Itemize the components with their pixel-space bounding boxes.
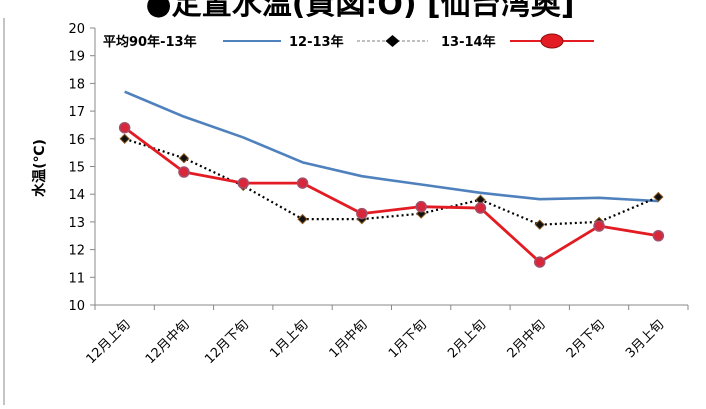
y-tick-label: 12 bbox=[68, 244, 85, 259]
series-point-2 bbox=[297, 213, 308, 225]
series-point-3 bbox=[237, 177, 249, 189]
series-point-2 bbox=[534, 219, 545, 230]
x-tick-label: 2月中旬 bbox=[505, 317, 549, 361]
x-tick-label: 12月上旬 bbox=[84, 317, 134, 367]
x-ticks: 12月上旬 12月中旬 12月下旬 1月上旬 1月中旬 1月下旬 2月上旬 2月中旬 2月下旬 3… bbox=[84, 305, 689, 367]
x-tick-label: 2月上旬 bbox=[445, 317, 489, 361]
y-tick-label: 19 bbox=[68, 50, 85, 65]
y-tick-label: 11 bbox=[68, 271, 85, 286]
y-tick-label: 20 bbox=[68, 22, 85, 37]
series-point-3 bbox=[118, 121, 131, 134]
legend-marker-3 bbox=[540, 33, 564, 49]
series-point-3 bbox=[178, 166, 190, 178]
y-tick-label: 16 bbox=[68, 133, 85, 148]
series-point-3 bbox=[593, 220, 605, 232]
x-tick-label: 1月中旬 bbox=[327, 317, 371, 361]
legend: 平均90年-13年 12-13年 13-14年 bbox=[103, 33, 594, 50]
x-tick-label: 1月上旬 bbox=[267, 317, 311, 361]
y-tick-label: 15 bbox=[68, 161, 85, 176]
series-point-3 bbox=[356, 207, 368, 220]
y-tick-label: 17 bbox=[68, 105, 85, 120]
series-line-2 bbox=[124, 137, 659, 226]
series-layer bbox=[118, 90, 665, 268]
series-point-3 bbox=[296, 177, 309, 189]
legend-label-1: 平均90年-13年 bbox=[103, 34, 197, 50]
series-line-3 bbox=[123, 126, 659, 264]
series-point-3 bbox=[415, 200, 427, 213]
y-ticks: 10 11 12 13 14 15 16 17 18 19 20 bbox=[68, 22, 95, 314]
chart-title: ●定置水温(資図:O) [仙台湾奥] bbox=[146, 0, 575, 22]
series-point-2 bbox=[178, 152, 190, 164]
series-point-3 bbox=[534, 256, 546, 268]
x-tick-label: 12月下旬 bbox=[202, 317, 252, 367]
x-tick-label: 1月下旬 bbox=[386, 317, 430, 361]
x-tick-label: 3月上旬 bbox=[623, 317, 667, 361]
series-point-2 bbox=[653, 191, 664, 203]
y-tick-label: 14 bbox=[68, 188, 85, 203]
legend-marker-2 bbox=[385, 35, 400, 47]
x-tick-label: 12月中旬 bbox=[143, 317, 193, 367]
legend-label-2: 12-13年 bbox=[289, 34, 344, 50]
series-point-3 bbox=[474, 202, 487, 214]
legend-label-3: 13-14年 bbox=[441, 34, 496, 50]
y-tick-label: 10 bbox=[68, 299, 85, 314]
x-tick-label: 2月下旬 bbox=[564, 317, 608, 361]
y-tick-label: 18 bbox=[68, 77, 85, 92]
series-line-1 bbox=[124, 90, 659, 203]
series-point-3 bbox=[652, 230, 665, 242]
y-tick-label: 13 bbox=[68, 216, 85, 231]
series-point-2 bbox=[119, 133, 130, 145]
y-axis-title: 水温(℃) bbox=[31, 139, 48, 197]
